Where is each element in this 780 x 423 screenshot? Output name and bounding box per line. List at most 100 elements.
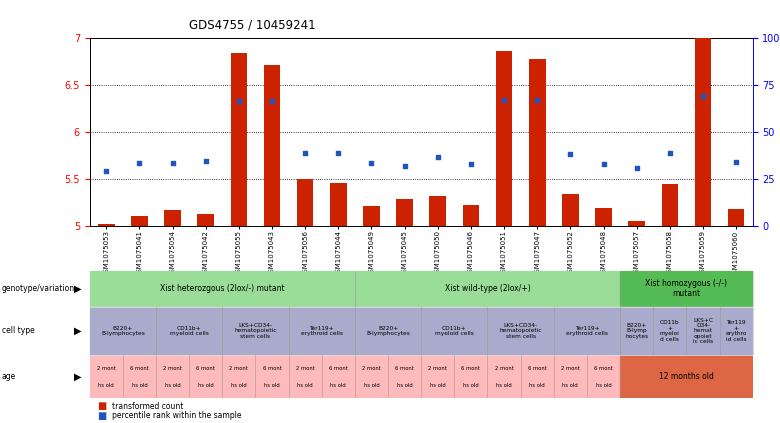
Text: ■: ■ xyxy=(98,411,107,421)
Bar xyxy=(363,206,380,226)
Text: hs old: hs old xyxy=(198,383,214,388)
Bar xyxy=(454,356,487,397)
Bar xyxy=(231,53,247,226)
Bar xyxy=(355,356,388,397)
Bar xyxy=(719,308,752,354)
Bar xyxy=(264,66,280,226)
Point xyxy=(166,160,179,167)
Bar xyxy=(496,51,512,226)
Text: hs old: hs old xyxy=(463,383,479,388)
Point xyxy=(100,168,112,174)
Point xyxy=(299,149,311,156)
Text: hs old: hs old xyxy=(132,383,147,388)
Text: LKS+CD34-
hematopoietic
stem cells: LKS+CD34- hematopoietic stem cells xyxy=(499,323,542,339)
Bar xyxy=(355,272,619,306)
Bar xyxy=(521,356,553,397)
Text: hs old: hs old xyxy=(530,383,545,388)
Bar xyxy=(529,59,545,226)
Text: Xist heterozgous (2lox/-) mutant: Xist heterozgous (2lox/-) mutant xyxy=(160,284,285,293)
Text: hs old: hs old xyxy=(264,383,280,388)
Bar xyxy=(123,356,155,397)
Bar xyxy=(197,214,214,226)
Text: cell type: cell type xyxy=(2,327,34,335)
Text: LKS+CD34-
hematopoietic
stem cells: LKS+CD34- hematopoietic stem cells xyxy=(234,323,277,339)
Text: hs old: hs old xyxy=(596,383,612,388)
Text: CD11b
+
myeloi
d cells: CD11b + myeloi d cells xyxy=(660,320,679,342)
Text: percentile rank within the sample: percentile rank within the sample xyxy=(112,411,241,420)
Text: 6 mont: 6 mont xyxy=(329,365,348,371)
Bar xyxy=(321,356,354,397)
Bar xyxy=(90,356,122,397)
Bar xyxy=(90,308,155,354)
Text: Ter119
+
erythro
id cells: Ter119 + erythro id cells xyxy=(725,320,746,342)
Point xyxy=(133,160,146,167)
Bar xyxy=(156,308,222,354)
Point xyxy=(697,93,709,100)
Text: age: age xyxy=(2,372,16,381)
Point xyxy=(730,159,743,166)
Bar xyxy=(222,356,255,397)
Bar xyxy=(463,205,479,226)
Text: hs old: hs old xyxy=(363,383,379,388)
Text: ■: ■ xyxy=(98,401,107,411)
Text: hs old: hs old xyxy=(231,383,246,388)
Bar xyxy=(629,221,645,226)
Text: 12 months old: 12 months old xyxy=(659,372,714,381)
Text: genotype/variation: genotype/variation xyxy=(2,284,75,293)
Bar xyxy=(653,308,686,354)
Point xyxy=(399,163,411,170)
Bar xyxy=(289,308,354,354)
Text: Xist homozygous (-/-)
mutant: Xist homozygous (-/-) mutant xyxy=(645,279,728,298)
Point xyxy=(630,165,643,171)
Bar xyxy=(488,356,520,397)
Bar xyxy=(396,199,413,226)
Point xyxy=(266,98,278,104)
Text: 6 mont: 6 mont xyxy=(197,365,215,371)
Bar xyxy=(595,209,612,226)
Text: B220+
B-lymp
hocytes: B220+ B-lymp hocytes xyxy=(625,323,648,339)
Bar xyxy=(620,272,752,306)
Text: 2 mont: 2 mont xyxy=(495,365,513,371)
Point xyxy=(332,149,345,156)
Point xyxy=(465,161,477,168)
Text: 6 mont: 6 mont xyxy=(594,365,613,371)
Text: hs old: hs old xyxy=(98,383,114,388)
Point xyxy=(498,97,510,104)
Bar xyxy=(131,216,147,226)
Text: CD11b+
myeloid cells: CD11b+ myeloid cells xyxy=(435,326,473,336)
Text: GDS4755 / 10459241: GDS4755 / 10459241 xyxy=(189,19,316,32)
Bar xyxy=(620,308,653,354)
Bar xyxy=(189,356,222,397)
Text: B220+
B-lymphocytes: B220+ B-lymphocytes xyxy=(366,326,410,336)
Point xyxy=(200,158,212,165)
Bar xyxy=(98,225,115,226)
Point xyxy=(664,149,676,156)
Text: hs old: hs old xyxy=(562,383,578,388)
Text: ▶: ▶ xyxy=(74,326,82,336)
Bar xyxy=(90,272,354,306)
Bar xyxy=(430,196,446,226)
Bar xyxy=(661,184,678,226)
Bar xyxy=(330,183,346,226)
Bar xyxy=(388,356,420,397)
Bar xyxy=(222,308,288,354)
Point xyxy=(564,151,576,157)
Text: 2 mont: 2 mont xyxy=(163,365,182,371)
Text: 6 mont: 6 mont xyxy=(528,365,547,371)
Text: ▶: ▶ xyxy=(74,371,82,382)
Text: LKS+C
D34-
hemat
opoiet
ic cells: LKS+C D34- hemat opoiet ic cells xyxy=(693,318,713,344)
Text: transformed count: transformed count xyxy=(112,401,183,411)
Text: CD11b+
myeloid cells: CD11b+ myeloid cells xyxy=(170,326,208,336)
Text: 2 mont: 2 mont xyxy=(296,365,314,371)
Bar xyxy=(255,356,288,397)
Text: hs old: hs old xyxy=(165,383,180,388)
Point xyxy=(232,98,245,104)
Text: 6 mont: 6 mont xyxy=(263,365,282,371)
Text: 2 mont: 2 mont xyxy=(229,365,248,371)
Text: Ter119+
erythroid cells: Ter119+ erythroid cells xyxy=(566,326,608,336)
Text: 2 mont: 2 mont xyxy=(428,365,447,371)
Text: 6 mont: 6 mont xyxy=(130,365,149,371)
Point xyxy=(365,160,378,167)
Text: 2 mont: 2 mont xyxy=(97,365,115,371)
Bar xyxy=(587,356,619,397)
